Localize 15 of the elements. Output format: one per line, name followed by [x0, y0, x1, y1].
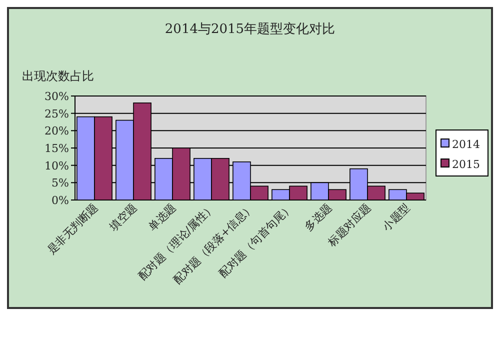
chart-title: 2014与2015年题型变化对比 — [164, 22, 336, 37]
x-tick-label: 单选题 — [146, 200, 179, 234]
x-tick-label: 填空题 — [106, 200, 140, 234]
y-tick-label: 20% — [44, 124, 69, 138]
y-tick-label: 25% — [44, 107, 69, 120]
y-tick-label: 15% — [44, 142, 69, 155]
y-tick-label: 5% — [52, 176, 69, 190]
legend-label: 2014 — [452, 138, 480, 151]
x-tick-label: 小题型 — [380, 200, 413, 234]
legend-label: 2015 — [452, 158, 480, 171]
y-tick-label: 10% — [44, 159, 69, 172]
y-tick-label: 0% — [52, 194, 69, 207]
y-axis-title: 出现次数占比 — [22, 69, 94, 83]
x-tick-label: 多选题 — [302, 200, 335, 234]
y-tick-label: 30% — [44, 90, 69, 103]
